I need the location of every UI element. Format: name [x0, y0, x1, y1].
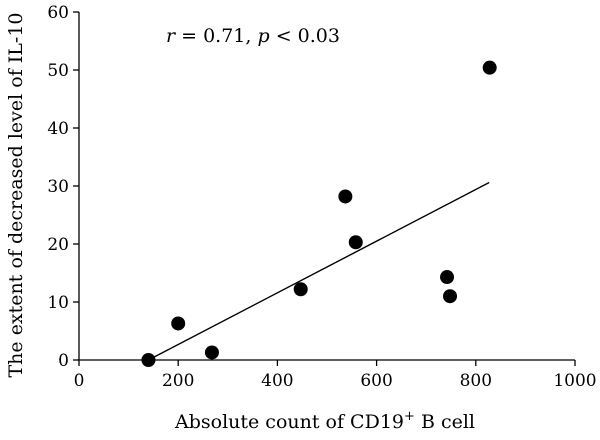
- x-tick-label: 800: [460, 371, 492, 391]
- data-point: [348, 235, 363, 250]
- y-tick-label: 50: [47, 61, 69, 81]
- y-tick-label: 0: [58, 351, 69, 371]
- data-point: [204, 345, 219, 360]
- regression-line: [148, 181, 490, 361]
- data-point: [482, 60, 497, 75]
- x-axis-title: Absolute count of CD19+ B cell: [174, 409, 475, 433]
- x-tick-label: 600: [360, 371, 392, 391]
- p-value: < 0.03: [270, 25, 340, 47]
- data-point: [171, 316, 186, 331]
- y-tick-label: 20: [47, 235, 69, 255]
- r-value: = 0.71,: [175, 25, 257, 47]
- y-tick-label: 30: [47, 177, 69, 197]
- y-axis-title: The extent of decreased level of IL-10: [5, 13, 27, 378]
- y-tick-label: 60: [47, 3, 69, 23]
- x-axis-title-suffix: B cell: [415, 411, 475, 433]
- data-point: [141, 353, 156, 367]
- x-tick-label: 200: [162, 371, 194, 391]
- x-axis-title-sup: +: [404, 409, 415, 424]
- x-axis-title-prefix: Absolute count of CD19: [174, 411, 404, 433]
- x-axis-ticks: 0 200 400 600 800 1000: [74, 360, 597, 391]
- x-tick-label: 0: [74, 371, 85, 391]
- y-tick-label: 10: [47, 293, 69, 313]
- data-point: [443, 289, 458, 304]
- x-tick-label: 1000: [553, 371, 596, 391]
- data-point: [293, 282, 308, 297]
- y-axis-ticks: 0 10 20 30 40 50 60: [47, 3, 79, 371]
- correlation-annotation: r = 0.71, p < 0.03: [166, 25, 340, 47]
- p-symbol: p: [257, 25, 269, 47]
- data-points: [141, 60, 497, 367]
- x-tick-label: 400: [261, 371, 293, 391]
- y-tick-label: 40: [47, 119, 69, 139]
- data-point: [338, 189, 353, 204]
- r-symbol: r: [166, 25, 177, 47]
- data-point: [440, 270, 455, 285]
